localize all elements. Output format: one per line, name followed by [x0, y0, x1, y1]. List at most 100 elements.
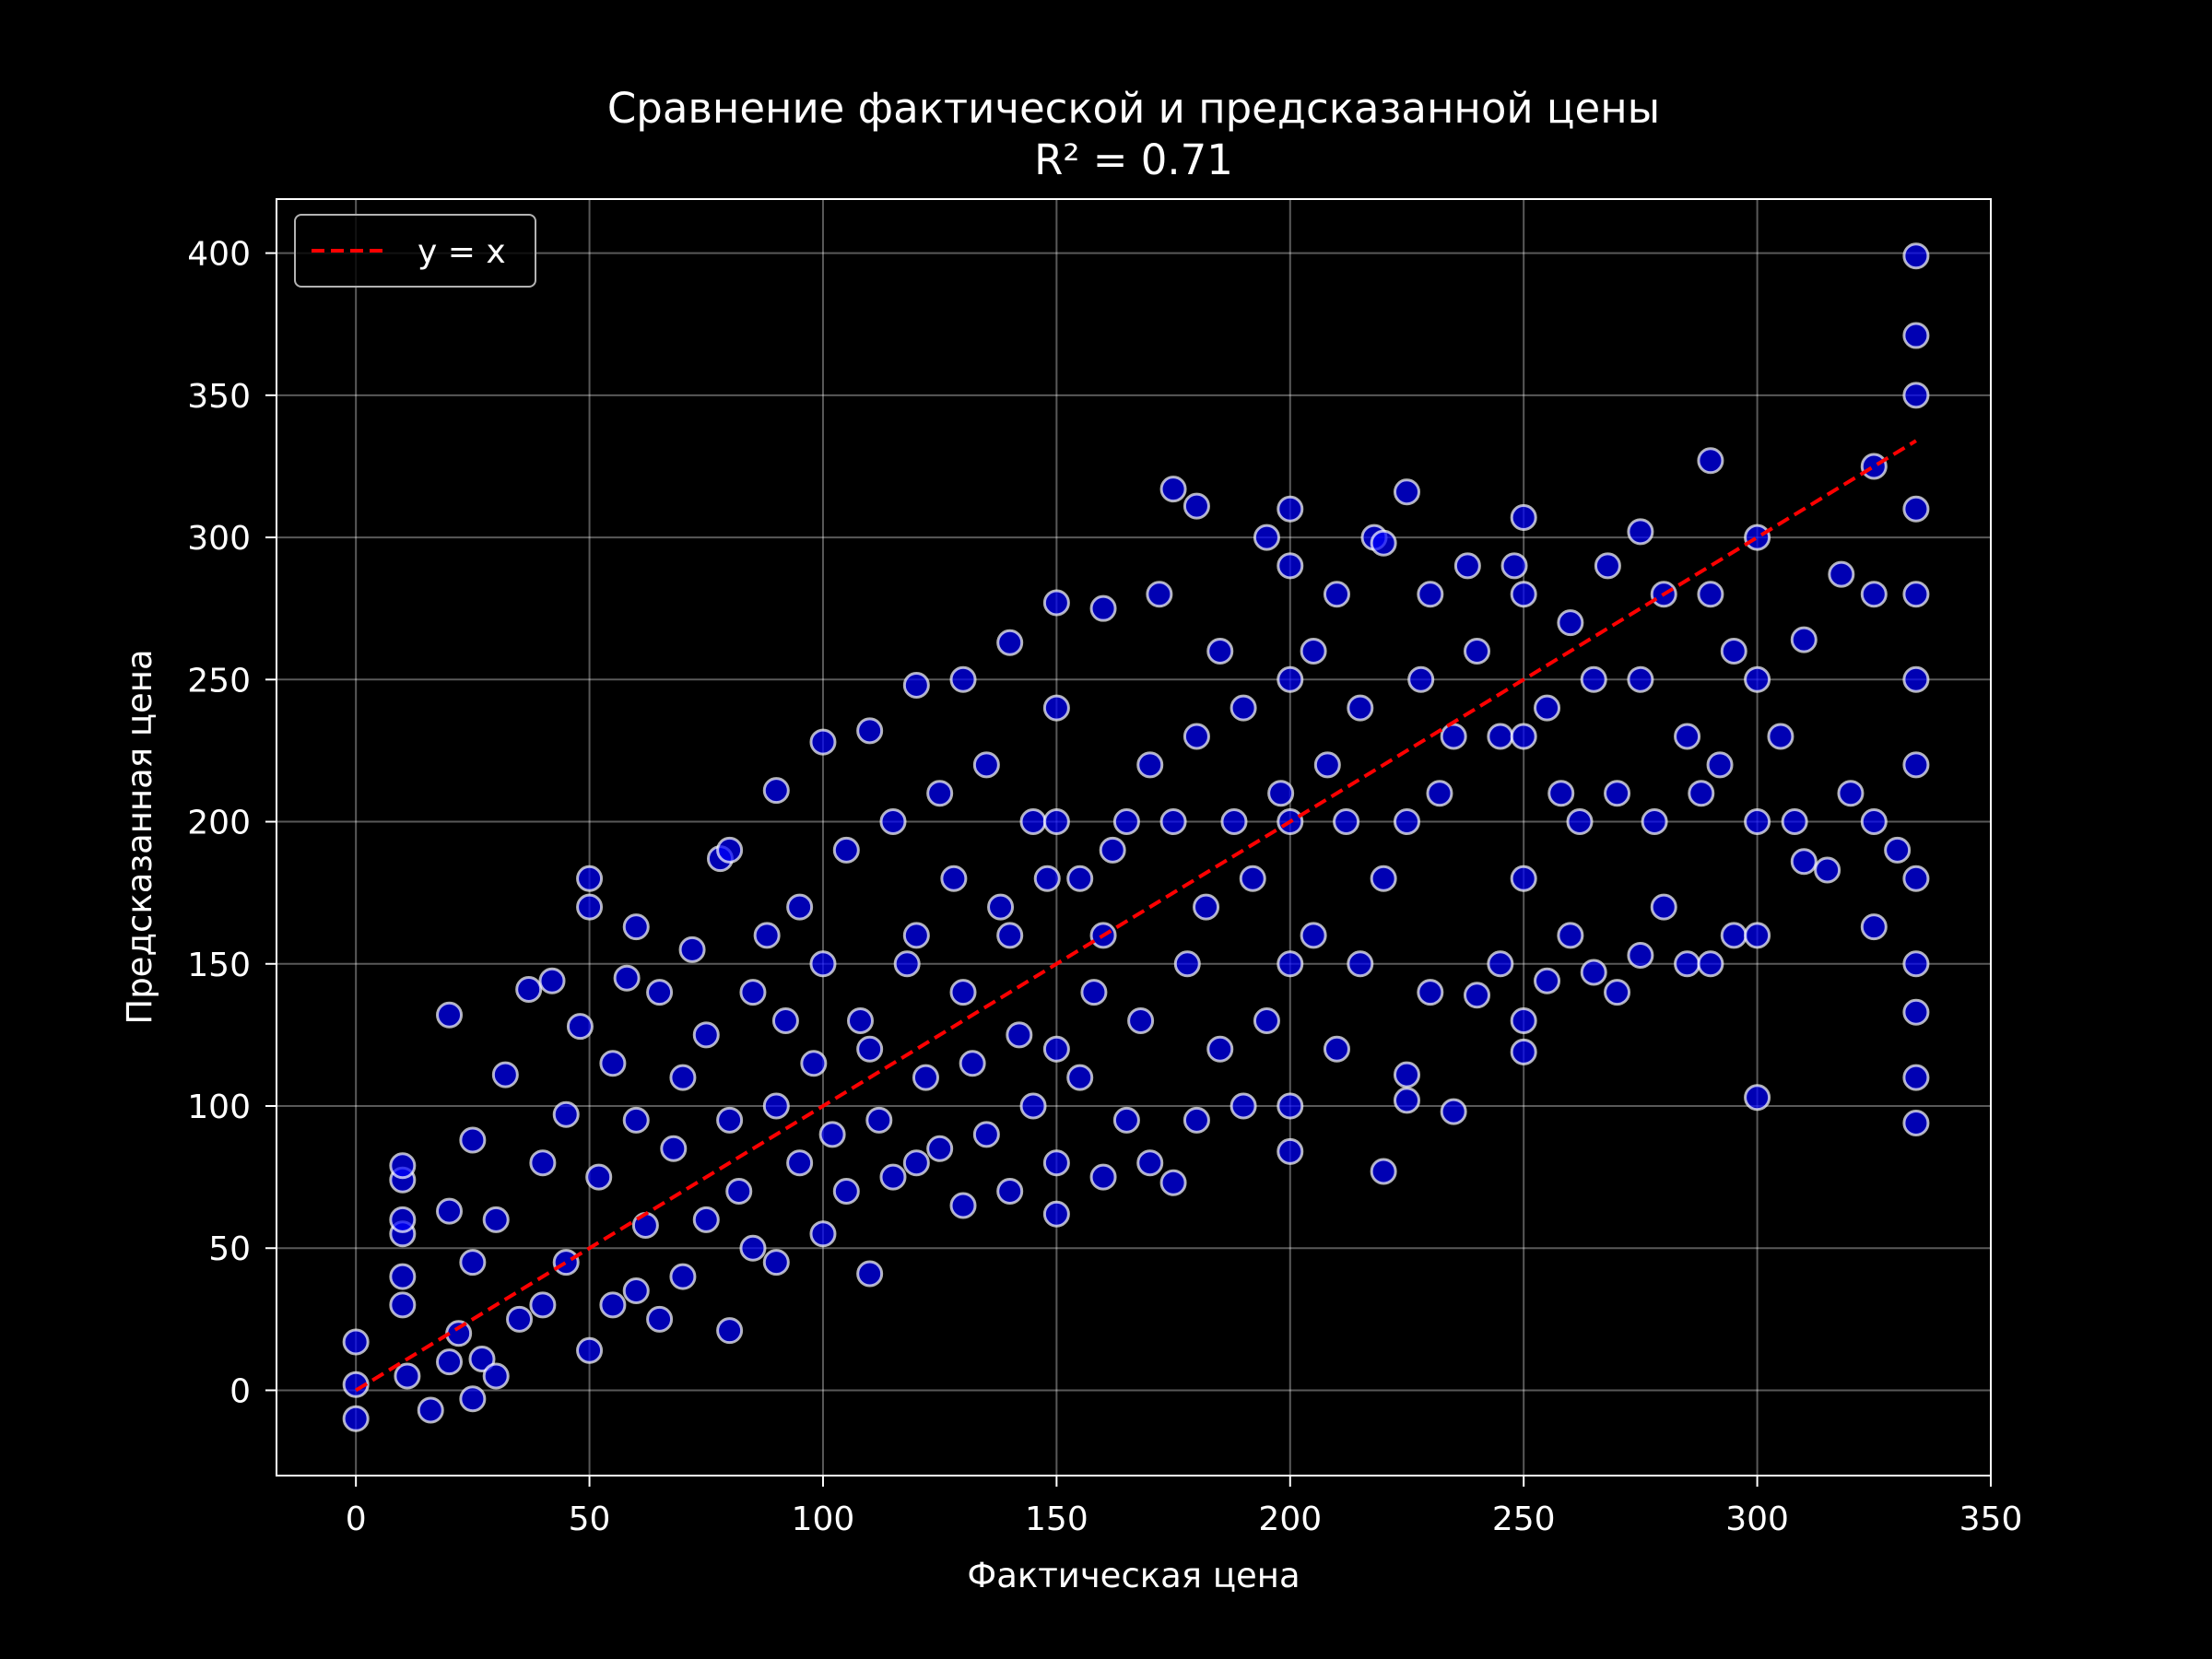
scatter-point — [1902, 1064, 1930, 1091]
scatter-point — [1650, 893, 1677, 921]
scatter-point — [865, 1106, 893, 1134]
scatter-point — [771, 1006, 799, 1034]
scatter-point — [1407, 665, 1435, 693]
scatter-point — [1674, 723, 1701, 750]
scatter-point — [1159, 808, 1187, 836]
y-axis-label: Предсказанная цена — [120, 649, 159, 1024]
scatter-point — [1182, 723, 1210, 750]
y-tick-label: 200 — [187, 805, 251, 842]
scatter-point — [1860, 808, 1888, 836]
scatter-point — [1042, 808, 1070, 836]
scatter-point — [902, 671, 930, 699]
scatter-point — [1781, 808, 1808, 836]
scatter-point — [436, 1001, 464, 1029]
scatter-point — [1080, 979, 1108, 1006]
scatter-point — [445, 1320, 473, 1347]
chart-title: Сравнение фактической и предсказанной це… — [607, 84, 1660, 133]
scatter-point — [1814, 856, 1841, 884]
scatter-point — [389, 1206, 417, 1233]
y-tick-label: 350 — [187, 378, 251, 416]
scatter-point — [1580, 959, 1607, 986]
scatter-point — [1193, 893, 1220, 921]
scatter-point — [832, 1178, 860, 1206]
x-tick-label: 50 — [569, 1500, 611, 1538]
scatter-point — [1042, 589, 1070, 617]
scatter-point — [762, 777, 790, 805]
scatter-point — [1627, 665, 1654, 693]
scatter-point — [1744, 922, 1771, 949]
scatter-point — [1697, 447, 1724, 475]
x-axis-ticks: 0 50 100 150 200 250 300 350 — [346, 1476, 2022, 1538]
scatter-point — [1230, 1092, 1257, 1120]
scatter-point — [926, 780, 954, 807]
scatter-point — [949, 665, 977, 693]
scatter-point — [739, 1234, 767, 1262]
scatter-point — [1744, 808, 1771, 836]
scatter-point — [716, 1106, 744, 1134]
scatter-point — [1323, 1035, 1350, 1063]
scatter-point — [949, 979, 977, 1006]
scatter-point — [1510, 581, 1537, 608]
scatter-point — [576, 893, 604, 921]
x-tick-label: 300 — [1725, 1500, 1789, 1538]
y-tick-label: 0 — [229, 1372, 251, 1410]
scatter-point — [949, 1192, 977, 1219]
scatter-point — [1313, 751, 1341, 779]
scatter-point — [1136, 1149, 1164, 1177]
scatter-point — [1206, 1035, 1234, 1063]
scatter-point — [1440, 1098, 1467, 1125]
scatter-point — [725, 1178, 753, 1206]
scatter-point — [389, 1291, 417, 1319]
scatter-point — [1744, 524, 1771, 551]
scatter-point — [1006, 1021, 1033, 1049]
scatter-point — [1042, 1200, 1070, 1228]
scatter-point — [847, 1006, 875, 1034]
scatter-point — [394, 1362, 421, 1390]
scatter-point — [678, 935, 706, 963]
scatter-point — [739, 979, 767, 1006]
scatter-point — [762, 1249, 790, 1277]
scatter-point — [459, 1126, 487, 1154]
scatter-point — [491, 1061, 519, 1088]
scatter-point — [552, 1249, 580, 1277]
scatter-point — [800, 1050, 828, 1077]
scatter-point — [818, 1121, 846, 1148]
scatter-point — [1767, 723, 1794, 750]
scatter-point — [972, 1121, 1000, 1148]
scatter-point — [1487, 950, 1514, 978]
scatter-point — [1534, 694, 1561, 722]
scatter-point — [417, 1396, 444, 1424]
scatter-point — [1902, 242, 1930, 270]
plot-frame — [276, 198, 1992, 1477]
scatter-point — [1277, 1137, 1304, 1165]
scatter-point — [1159, 1169, 1187, 1196]
scatter-point — [1510, 503, 1537, 531]
scatter-point — [1182, 492, 1210, 520]
scatter-point — [879, 808, 907, 836]
scatter-point — [786, 893, 814, 921]
scatter-point — [1902, 998, 1930, 1026]
scatter-point — [1902, 950, 1930, 978]
scatter-point — [987, 893, 1015, 921]
x-tick-label: 150 — [1025, 1500, 1088, 1538]
scatter-point — [1099, 836, 1126, 864]
scatter-point — [1510, 865, 1537, 892]
scatter-points — [342, 242, 1930, 1432]
scatter-point — [1547, 780, 1575, 807]
scatter-point — [1220, 808, 1248, 836]
scatter-point — [832, 836, 860, 864]
scatter-point — [1333, 808, 1360, 836]
scatter-point — [1902, 495, 1930, 523]
scatter-point — [613, 964, 641, 992]
scatter-point — [1277, 552, 1304, 580]
x-tick-label: 250 — [1492, 1500, 1556, 1538]
scatter-point — [1902, 865, 1930, 892]
scatter-point — [1828, 560, 1855, 588]
scatter-point — [1230, 694, 1257, 722]
x-tick-label: 0 — [346, 1500, 367, 1538]
legend-label: y = x — [418, 233, 506, 271]
scatter-point — [1860, 581, 1888, 608]
scatter-point — [1417, 979, 1444, 1006]
scatter-point — [1159, 476, 1187, 503]
